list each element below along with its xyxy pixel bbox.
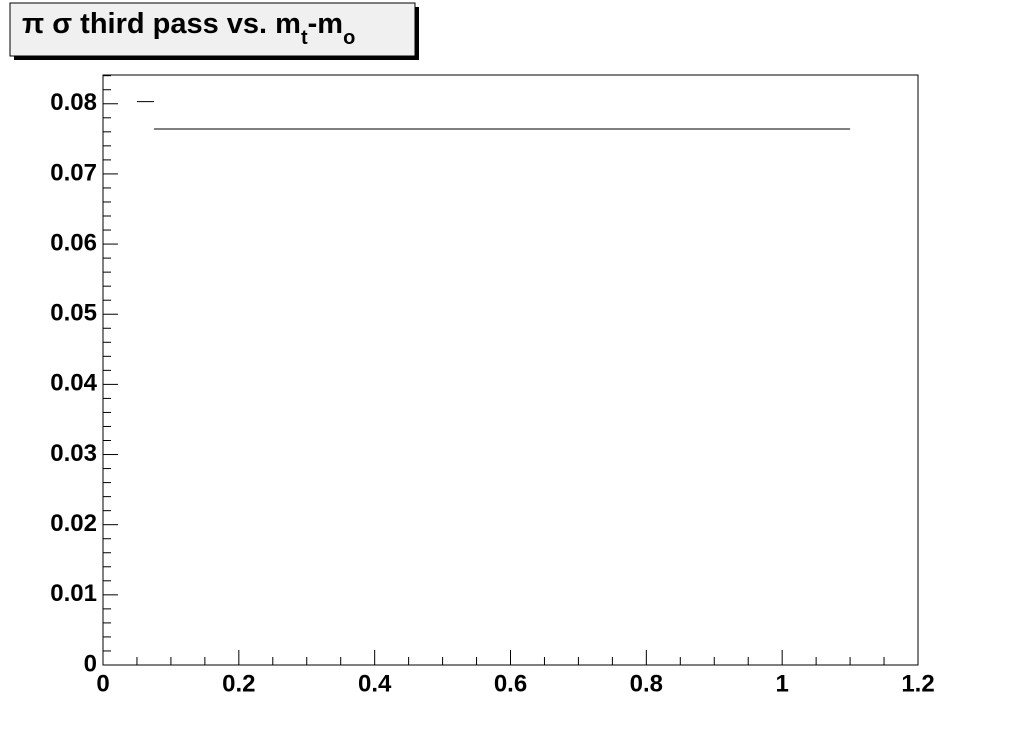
y-tick-label: 0	[84, 650, 97, 677]
title-box	[9, 2, 416, 57]
x-tick-label: 1	[775, 670, 788, 697]
y-tick-label: 0.05	[50, 300, 97, 327]
title-main: -m	[308, 8, 343, 40]
title-main: π σ third pass vs. m	[22, 8, 301, 40]
title-sub: o	[343, 27, 355, 49]
frame	[102, 74, 919, 666]
x-tick-label: 0.4	[358, 670, 392, 697]
x-tick-label: 0.6	[494, 670, 527, 697]
y-tick-label: 0.08	[50, 89, 97, 116]
y-tick-label: 0.04	[50, 370, 97, 397]
y-tick-label: 0.06	[50, 229, 97, 256]
y-tick-label: 0.03	[50, 440, 97, 467]
y-tick-label: 0.07	[50, 159, 97, 186]
x-tick-label: 0.8	[630, 670, 663, 697]
y-tick-label: 0.01	[50, 580, 97, 607]
x-tick-label: 1.2	[901, 670, 934, 697]
title-sub: t	[301, 27, 308, 49]
x-tick-label: 0	[96, 670, 109, 697]
chart-title: π σ third pass vs. mt-mo	[22, 8, 355, 50]
y-tick-label: 0.02	[50, 510, 97, 537]
x-tick-label: 0.2	[222, 670, 255, 697]
